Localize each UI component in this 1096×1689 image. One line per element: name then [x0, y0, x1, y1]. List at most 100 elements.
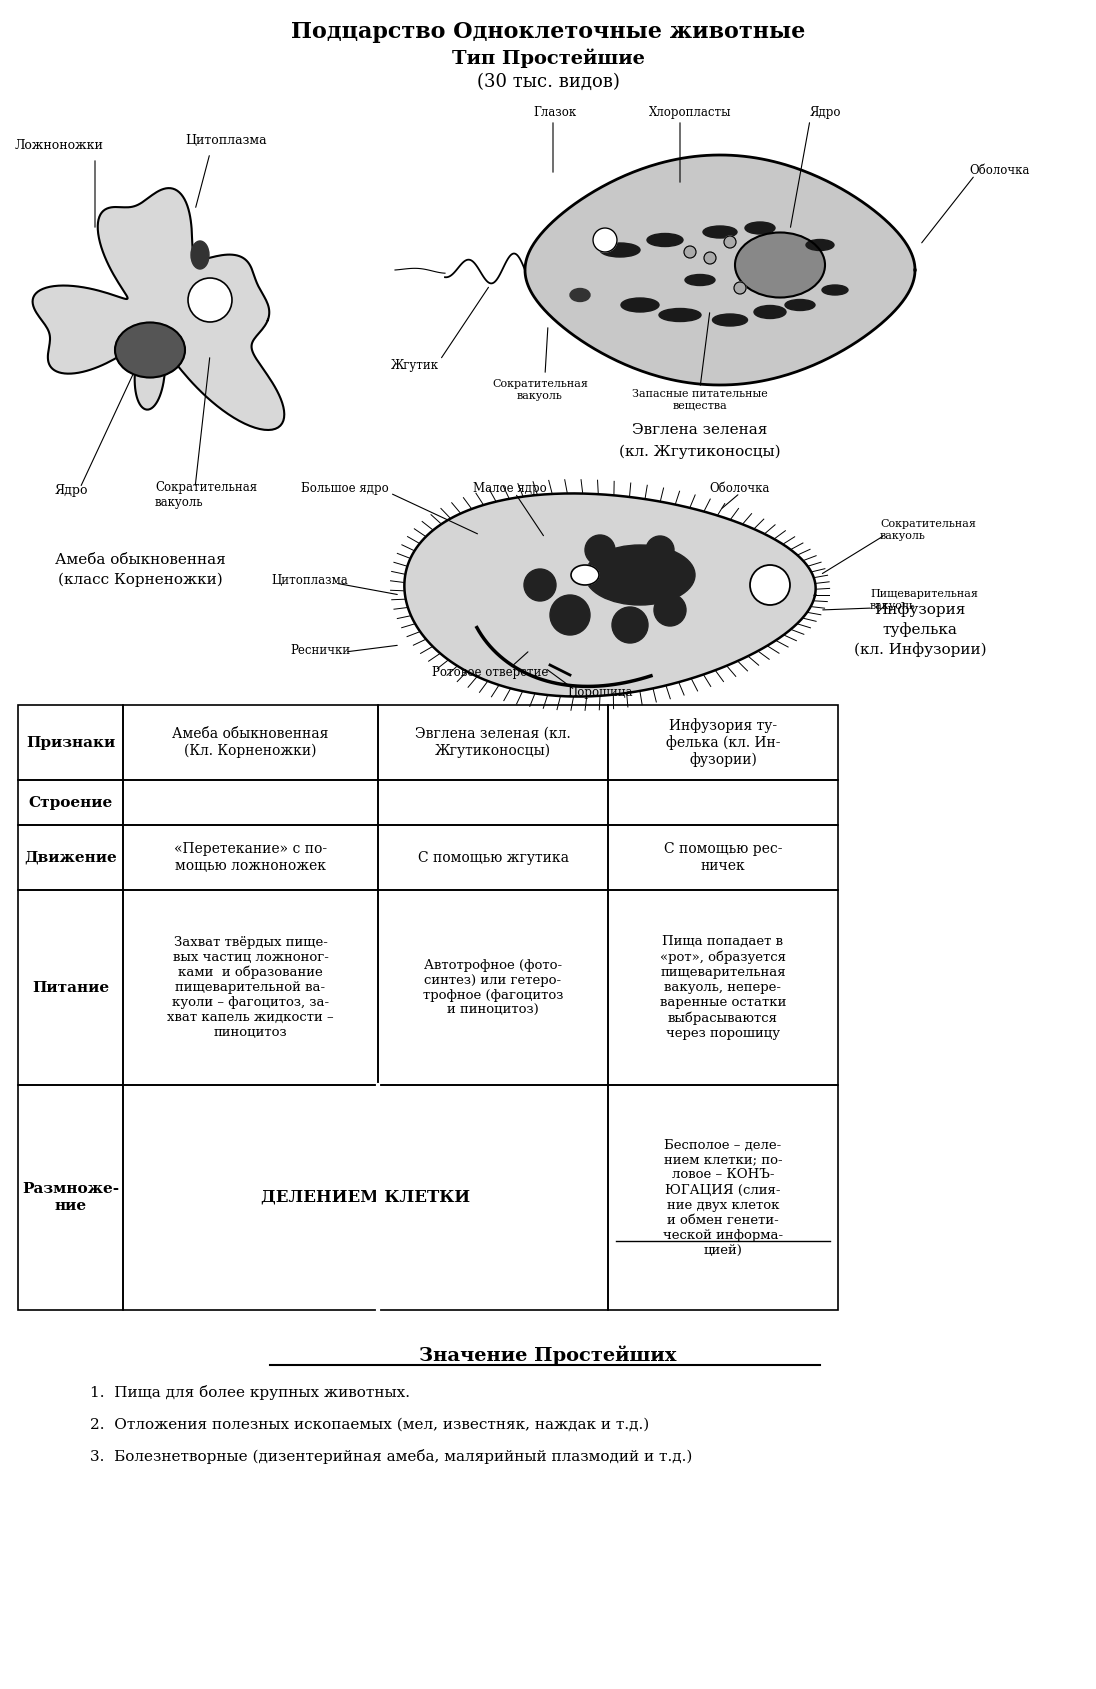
- Text: Захват твёрдых пище-
вых частиц ложноног-
ками  и образование
пищеварительной ва: Захват твёрдых пище- вых частиц ложноног…: [168, 936, 334, 1039]
- Circle shape: [524, 569, 556, 601]
- Text: Инфузория: Инфузория: [875, 603, 966, 618]
- Bar: [608, 824, 838, 890]
- Bar: [608, 780, 838, 824]
- Text: Эвглена зеленая (кл.
Жгутиконосцы): Эвглена зеленая (кл. Жгутиконосцы): [415, 728, 571, 758]
- Text: Строение: Строение: [28, 796, 113, 809]
- Text: С помощью рес-
ничек: С помощью рес- ничек: [664, 843, 783, 873]
- Text: ДЕЛЕНИЕМ КЛЕТКИ: ДЕЛЕНИЕМ КЛЕТКИ: [261, 1189, 470, 1206]
- Bar: [378, 704, 608, 780]
- Text: Ложноножки: Ложноножки: [15, 138, 104, 152]
- Polygon shape: [33, 187, 284, 431]
- Bar: [123, 824, 378, 890]
- Text: Бесполое – деле-
нием клетки; по-
ловое – КОНЪ-
ЮГАЦИЯ (слия-
ние двух клеток
и : Бесполое – деле- нием клетки; по- ловое …: [663, 1138, 783, 1257]
- Text: (30 тыс. видов): (30 тыс. видов): [477, 73, 619, 91]
- Text: Движение: Движение: [24, 851, 117, 865]
- Circle shape: [684, 247, 696, 258]
- Text: (кл. Инфузории): (кл. Инфузории): [854, 642, 986, 657]
- Bar: [123, 780, 378, 824]
- Text: С помощью жгутика: С помощью жгутика: [418, 851, 569, 865]
- Bar: [123, 1084, 378, 1311]
- Ellipse shape: [685, 275, 715, 285]
- Text: Пищеварительная
вакуоль: Пищеварительная вакуоль: [870, 589, 978, 611]
- Text: Эвглена зеленая: Эвглена зеленая: [632, 422, 767, 437]
- Circle shape: [734, 282, 746, 294]
- Circle shape: [724, 236, 737, 248]
- Ellipse shape: [585, 546, 695, 605]
- Bar: [378, 1084, 608, 1311]
- Text: Пища попадает в
«рот», образуется
пищеварительная
вакуоль, непере-
варенные оста: Пища попадает в «рот», образуется пищева…: [660, 936, 786, 1040]
- Ellipse shape: [754, 306, 786, 319]
- Ellipse shape: [659, 309, 701, 321]
- Ellipse shape: [621, 297, 659, 312]
- Text: Жгутик: Жгутик: [391, 358, 439, 372]
- Text: Запасные питательные
вещества: Запасные питательные вещества: [632, 388, 768, 410]
- Text: Признаки: Признаки: [26, 735, 115, 750]
- Circle shape: [750, 566, 790, 605]
- Ellipse shape: [600, 243, 640, 257]
- Text: 3.  Болезнетворные (дизентерийная амеба, малярийный плазмодий и т.д.): 3. Болезнетворные (дизентерийная амеба, …: [90, 1449, 693, 1464]
- Ellipse shape: [571, 566, 600, 584]
- Circle shape: [550, 595, 590, 635]
- Circle shape: [593, 228, 617, 252]
- Bar: [608, 1084, 838, 1311]
- Text: Сократительная
вакуоль: Сократительная вакуоль: [155, 481, 258, 508]
- Text: Оболочка: Оболочка: [970, 164, 1030, 176]
- Circle shape: [704, 252, 716, 263]
- Text: Большое ядро: Большое ядро: [301, 481, 389, 495]
- Text: туфелька: туфелька: [882, 623, 958, 637]
- Bar: [608, 704, 838, 780]
- Ellipse shape: [735, 233, 825, 297]
- Bar: [18, 780, 123, 824]
- Bar: [608, 890, 838, 1084]
- Polygon shape: [525, 155, 915, 385]
- Text: Сократительная
вакуоль: Сократительная вакуоль: [880, 519, 975, 540]
- Text: Амеба обыкновенная
(Кл. Корненожки): Амеба обыкновенная (Кл. Корненожки): [172, 728, 329, 758]
- Text: Реснички: Реснички: [290, 644, 350, 657]
- Text: Глазок: Глазок: [534, 105, 576, 118]
- Ellipse shape: [785, 299, 815, 311]
- Text: 1.  Пища для более крупных животных.: 1. Пища для более крупных животных.: [90, 1385, 410, 1400]
- Text: Амеба обыкновенная: Амеба обыкновенная: [55, 552, 226, 568]
- Text: Ротовое отверстие: Ротовое отверстие: [432, 665, 548, 679]
- Text: (класс Корненожки): (класс Корненожки): [58, 573, 222, 588]
- Text: Значение Простейших: Значение Простейших: [420, 1344, 676, 1365]
- Text: Малое ядро: Малое ядро: [473, 481, 547, 495]
- Ellipse shape: [570, 289, 590, 302]
- Text: Цитоплазма: Цитоплазма: [185, 133, 266, 147]
- Bar: [18, 824, 123, 890]
- Text: Питание: Питание: [32, 981, 110, 995]
- Text: Тип Простейшие: Тип Простейшие: [452, 49, 644, 68]
- Bar: [378, 824, 608, 890]
- Ellipse shape: [745, 221, 775, 235]
- Ellipse shape: [703, 226, 737, 238]
- Circle shape: [612, 606, 648, 644]
- Ellipse shape: [822, 285, 848, 296]
- Text: «Перетекание» с по-
мощью ложноножек: «Перетекание» с по- мощью ложноножек: [174, 843, 327, 873]
- Text: Подцарство Одноклеточные животные: Подцарство Одноклеточные животные: [290, 20, 806, 42]
- Bar: [18, 704, 123, 780]
- Circle shape: [189, 279, 232, 323]
- Text: Хлоропласты: Хлоропласты: [649, 105, 731, 118]
- Text: Сократительная
вакуоль: Сократительная вакуоль: [492, 380, 587, 400]
- Text: Инфузория ту-
фелька (кл. Ин-
фузории): Инфузория ту- фелька (кл. Ин- фузории): [665, 718, 780, 767]
- Text: Ядро: Ядро: [809, 105, 841, 118]
- Circle shape: [654, 595, 686, 627]
- Text: Размноже-
ние: Размноже- ние: [22, 1182, 119, 1213]
- Bar: [378, 890, 608, 1084]
- Bar: [18, 890, 123, 1084]
- Text: (кл. Жгутиконосцы): (кл. Жгутиконосцы): [619, 444, 780, 459]
- Text: Цитоплазма: Цитоплазма: [272, 574, 349, 586]
- Text: 2.  Отложения полезных ископаемых (мел, известняк, наждак и т.д.): 2. Отложения полезных ископаемых (мел, и…: [90, 1419, 649, 1432]
- Ellipse shape: [115, 323, 185, 378]
- Text: Автотрофное (фото-
синтез) или гетеро-
трофное (фагоцитоз
и пиноцитоз): Автотрофное (фото- синтез) или гетеро- т…: [423, 958, 563, 1017]
- Bar: [378, 780, 608, 824]
- Polygon shape: [404, 493, 815, 696]
- Ellipse shape: [647, 233, 683, 247]
- Text: Ядро: Ядро: [55, 483, 89, 497]
- Ellipse shape: [712, 314, 747, 326]
- Ellipse shape: [191, 242, 209, 269]
- Circle shape: [646, 535, 674, 564]
- Text: Оболочка: Оболочка: [710, 481, 770, 495]
- Circle shape: [585, 535, 615, 566]
- Text: Порошица: Порошица: [568, 686, 632, 699]
